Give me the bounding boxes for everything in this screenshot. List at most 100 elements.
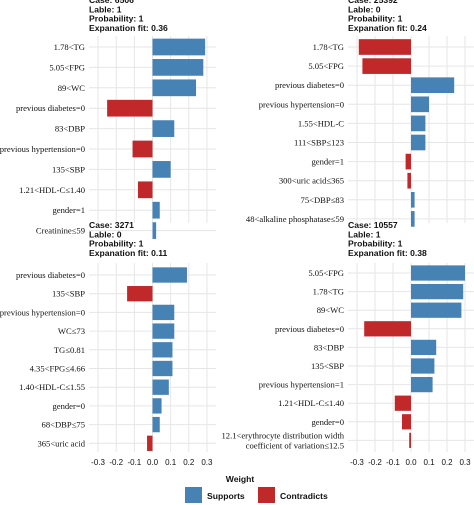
category-label: 1.78<TG <box>313 42 344 52</box>
bar-supports <box>152 222 157 239</box>
category-label: 300<uric acid≤365 <box>279 176 344 186</box>
category-label: previous hypertension=0 <box>259 99 344 109</box>
category-label: 1.21<HDL-C≤1.40 <box>19 185 85 195</box>
category-label: previous hypertension=0 <box>0 144 85 154</box>
bar-supports <box>152 379 169 395</box>
bar-contradicts <box>402 414 411 430</box>
x-tick-label: 0.1 <box>423 458 435 467</box>
panel-header-label: Lable: 1 <box>89 4 122 14</box>
bar-supports <box>411 211 415 227</box>
category-label: 5.05<FPG <box>308 61 344 71</box>
x-tick-label: -0.1 <box>386 458 400 467</box>
category-label: 89<WC <box>317 305 345 315</box>
panel-header-fit: Expanation fit: 0.36 <box>89 23 168 33</box>
category-label: 1.55<HDL-C <box>298 118 344 128</box>
panel-header-probability: Probability: 1 <box>89 14 144 24</box>
legend-label-contradicts: Contradicts <box>280 491 328 501</box>
bar-supports <box>152 304 175 321</box>
bar-contradicts <box>409 432 411 449</box>
category-label: 365<uric acid <box>37 438 85 448</box>
category-label: 68<DBP≤75 <box>42 420 85 430</box>
x-tick-label: 0.1 <box>165 458 177 467</box>
bar-supports <box>411 134 426 151</box>
category-label: gender=1 <box>52 205 85 215</box>
panel-header-probability: Probability: 1 <box>348 14 403 24</box>
bar-contradicts <box>147 435 153 451</box>
bar-supports <box>152 59 204 76</box>
category-label: gender=1 <box>311 157 344 167</box>
category-label: 5.05<FPG <box>49 62 85 72</box>
category-label: previous hypertension=1 <box>259 380 344 390</box>
category-label: gender=0 <box>52 401 85 411</box>
panel-header-fit: Expanation fit: 0.24 <box>348 23 427 33</box>
bar-contradicts <box>407 172 411 189</box>
legend-swatch-supports <box>185 487 202 503</box>
category-label: 1.78<TG <box>313 287 344 297</box>
bar-supports <box>411 77 455 94</box>
x-tick-label: 0.2 <box>183 458 195 467</box>
category-label: 135<SBP <box>52 164 85 174</box>
bar-contradicts <box>358 39 411 55</box>
category-label: previous diabetes=0 <box>16 103 85 113</box>
panel-header-case: Case: 6506 <box>89 0 134 5</box>
panel-header-probability: Probability: 1 <box>348 239 403 249</box>
bar-supports <box>411 358 435 374</box>
legend: Supports Contradicts <box>185 487 328 503</box>
category-label: 111<SBP≤123 <box>294 138 344 148</box>
bar-supports <box>152 267 187 283</box>
bar-supports <box>152 120 175 137</box>
x-tick-label: -0.2 <box>109 458 123 467</box>
bar-supports <box>152 398 162 414</box>
category-label: 89<WC <box>58 83 86 93</box>
panel-header-case: Case: 3271 <box>89 220 134 230</box>
category-label: 48<alkaline phosphatase≤59 <box>246 214 344 224</box>
panel-header-fit: Expanation fit: 0.11 <box>89 248 168 258</box>
bar-supports <box>411 283 464 300</box>
bar-contradicts <box>362 58 411 74</box>
panel-header-label: Lable: 0 <box>89 229 122 239</box>
category-label: TG≤0.81 <box>54 345 85 355</box>
bar-supports <box>152 201 160 219</box>
x-tick-label: 0.2 <box>441 458 453 467</box>
category-label: 5.05<FPG <box>308 268 344 278</box>
x-tick-label: -0.3 <box>91 458 105 467</box>
category-label: Creatinine≤59 <box>36 226 85 236</box>
bar-supports <box>152 38 206 56</box>
bar-supports <box>152 416 160 433</box>
panel-header-probability: Probability: 1 <box>89 239 144 249</box>
x-tick-label: 0.3 <box>201 458 213 467</box>
category-label: 1.78<TG <box>54 42 85 52</box>
bar-contradicts <box>132 140 153 158</box>
category-label: 83<DBP <box>314 342 344 352</box>
panel-header-label: Lable: 0 <box>348 4 381 14</box>
bar-contradicts <box>394 395 411 411</box>
bar-supports <box>411 302 462 318</box>
x-tick-label: -0.3 <box>350 458 364 467</box>
bar-supports <box>411 115 426 132</box>
category-label: 1.40<HDL-C≤1.55 <box>19 382 85 392</box>
category-label: previous diabetes=0 <box>275 324 344 334</box>
x-tick-label: 0.0 <box>405 458 417 467</box>
bar-contradicts <box>137 181 153 199</box>
panel-header-fit: Expanation fit: 0.38 <box>348 248 427 258</box>
bar-supports <box>152 161 171 178</box>
x-axis-title: Weight <box>226 474 255 484</box>
category-label: gender=0 <box>311 417 344 427</box>
category-label: 4.35<FPG≤4.66 <box>30 364 86 374</box>
category-label: 83<DBP <box>55 124 85 134</box>
bar-supports <box>411 96 429 113</box>
category-label: previous diabetes=0 <box>275 80 344 90</box>
category-label: 135<SBP <box>311 361 344 371</box>
legend-label-supports: Supports <box>207 491 245 501</box>
bar-supports <box>152 360 173 377</box>
bar-contradicts <box>364 321 411 337</box>
bar-contradicts <box>107 99 153 117</box>
bar-supports <box>152 323 175 339</box>
category-label: previous hypertension=0 <box>0 307 85 317</box>
category-label: 1.21<HDL-C≤1.40 <box>278 398 344 408</box>
